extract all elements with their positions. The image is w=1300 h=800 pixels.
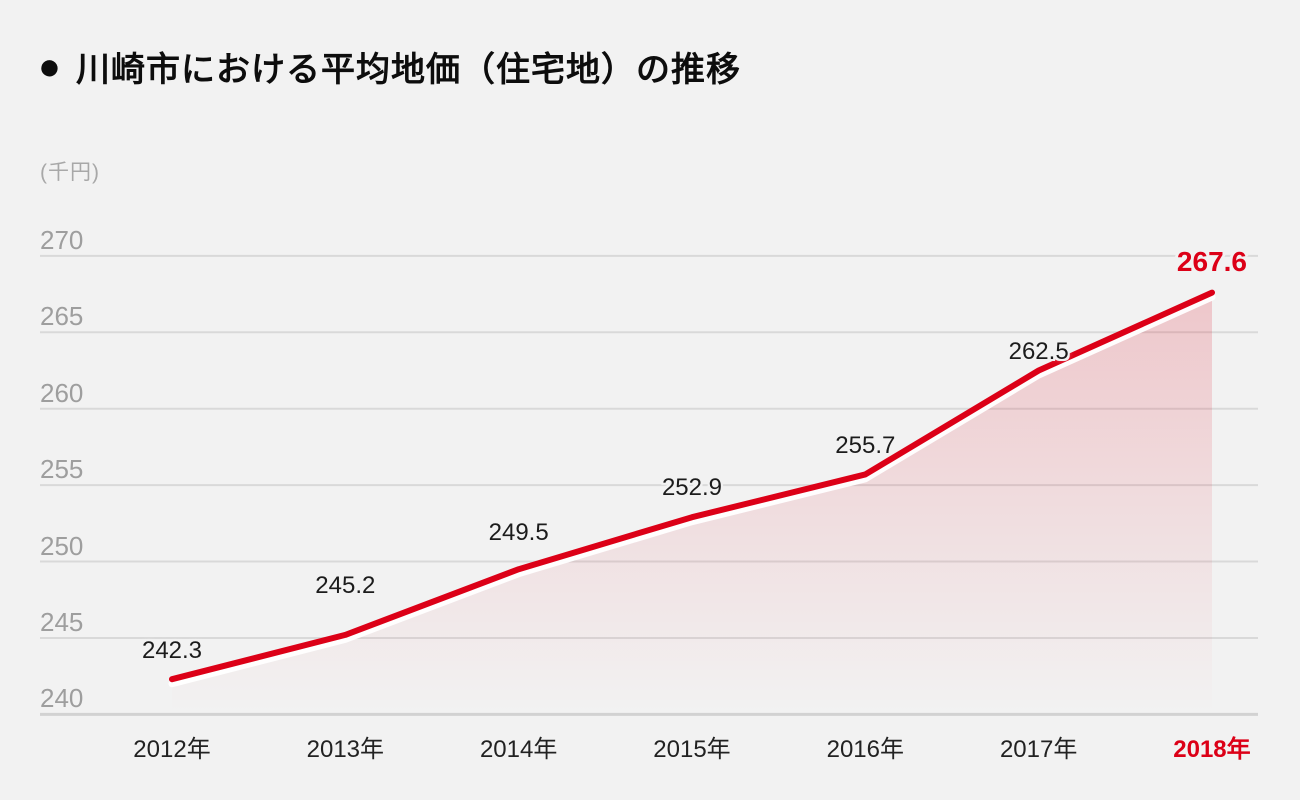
y-tick-label: 245	[40, 606, 84, 637]
x-tick-label: 2013年	[306, 736, 385, 763]
x-tick-label: 2015年	[653, 736, 731, 763]
x-tick-label: 2012年	[133, 736, 211, 763]
y-tick-label: 240	[40, 683, 84, 714]
data-value-label: 242.3	[141, 637, 203, 665]
data-value-label: 255.7	[835, 432, 896, 460]
chart-title-text: 川崎市における平均地価（住宅地）の推移	[75, 51, 741, 89]
data-value-label: 262.5	[1008, 337, 1069, 365]
chart-title: ● 川崎市における平均地価（住宅地）の推移	[38, 42, 741, 91]
data-value-label: 249.5	[488, 519, 549, 547]
y-tick-label: 260	[40, 377, 84, 408]
x-tick-label: 2016年	[826, 736, 904, 763]
x-tick-label: 2018年	[1173, 736, 1251, 763]
data-value-label-highlight: 267.6	[1176, 245, 1247, 277]
y-tick-label: 255	[40, 454, 84, 485]
line-shadow	[168, 293, 1216, 688]
y-axis-unit-label: (千円)	[40, 161, 100, 184]
y-tick-label: 270	[40, 224, 84, 255]
x-tick-label: 2014年	[479, 736, 558, 763]
bullet-icon: ●	[38, 45, 62, 88]
y-tick-label: 250	[40, 530, 84, 561]
data-value-label: 245.2	[315, 571, 376, 599]
data-value-label: 252.9	[661, 474, 723, 502]
trend-line	[169, 289, 1215, 683]
x-tick-label: 2017年	[999, 736, 1078, 763]
y-tick-label: 265	[40, 301, 84, 332]
